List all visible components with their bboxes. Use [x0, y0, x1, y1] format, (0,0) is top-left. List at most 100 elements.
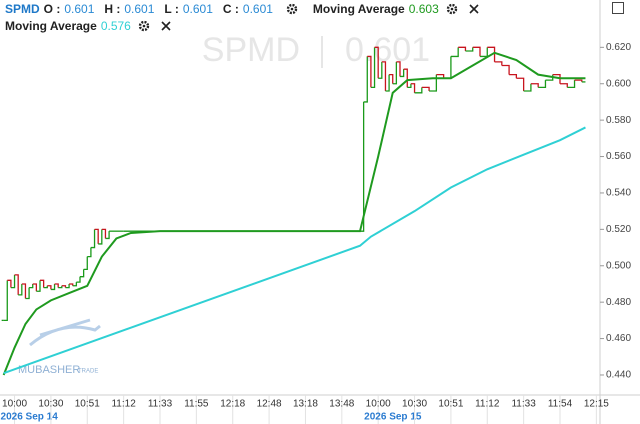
price-bar	[523, 83, 532, 92]
x-tick-label: 11:12	[475, 399, 500, 410]
ohlc-label: O :	[43, 2, 61, 16]
price-bar	[50, 283, 56, 291]
logo-text: MUBASHER	[18, 364, 80, 376]
logo-text: TRADE	[78, 369, 98, 375]
price-bar	[487, 46, 496, 62]
price-bar	[14, 274, 19, 295]
price-bar	[436, 73, 445, 79]
y-tick-label: 0.560	[606, 151, 631, 162]
price-bar	[10, 274, 16, 289]
x-date-label: 2026 Sep 15	[364, 412, 422, 423]
price-bar	[32, 283, 38, 292]
ohlc-value: 0.601	[242, 2, 273, 16]
price-bar	[29, 283, 34, 289]
price-bar	[378, 61, 383, 79]
x-tick-label: 10:30	[38, 399, 63, 410]
x-tick-label: 12:48	[257, 399, 282, 410]
price-bar	[21, 283, 27, 299]
price-bar	[407, 83, 412, 89]
price-bar	[385, 74, 390, 92]
y-tick-label: 0.580	[606, 115, 631, 126]
price-bar	[567, 80, 576, 89]
price-bar	[61, 285, 67, 288]
y-tick-label: 0.540	[606, 188, 631, 199]
price-bar	[90, 229, 96, 249]
x-tick-label: 12:15	[584, 399, 609, 410]
x-tick-label: 12:18	[220, 399, 245, 410]
legend-value: 0.576	[100, 19, 131, 33]
legend-row: SPMD O :0.601 H :0.601 L :0.601 C :0.601…	[5, 2, 483, 16]
price-bar	[7, 279, 12, 288]
x-tick-label: 11:55	[184, 399, 209, 410]
legend-name: Moving Average	[312, 2, 405, 16]
x-tick-label: 10:30	[402, 399, 427, 410]
x-tick-label: 10:51	[75, 399, 100, 410]
price-bar	[472, 46, 481, 57]
price-bar	[389, 73, 394, 84]
ohlc-value: 0.601	[182, 2, 213, 16]
price-bar	[509, 73, 518, 79]
price-bar	[72, 282, 78, 287]
price-bar	[83, 256, 88, 271]
x-tick-label: 10:51	[438, 399, 463, 410]
watermark-price: 0.601	[345, 31, 430, 69]
price-bar	[450, 47, 459, 58]
price-bar	[3, 280, 8, 322]
price-bar	[374, 46, 379, 79]
settings-icon[interactable]	[138, 20, 150, 32]
price-bar	[80, 269, 85, 278]
moving-average-line	[3, 126, 586, 375]
price-bar	[363, 56, 368, 103]
price-bar	[396, 61, 401, 77]
settings-icon[interactable]	[286, 3, 298, 15]
x-tick-label: 11:12	[111, 399, 136, 410]
moving-average-line	[2, 51, 586, 376]
checkbox[interactable]	[612, 2, 624, 14]
y-tick-label: 0.500	[606, 260, 631, 271]
price-bar	[552, 73, 561, 84]
y-tick-label: 0.600	[606, 78, 631, 89]
close-icon[interactable]	[160, 20, 172, 32]
price-bar	[25, 287, 30, 300]
price-bar	[76, 276, 81, 283]
x-date-label: 2026 Sep 14	[1, 412, 59, 423]
price-bar	[381, 61, 387, 92]
price-bar	[98, 229, 103, 245]
legend-name: Moving Average	[5, 19, 97, 33]
price-bar	[494, 61, 503, 66]
ohlc-value: 0.601	[124, 2, 155, 16]
legend-row: Moving Average 0.576	[5, 19, 175, 33]
price-bar	[43, 285, 48, 289]
ohlc-label: C :	[222, 2, 239, 16]
price-bar	[574, 79, 583, 82]
price-bar	[105, 231, 110, 240]
x-tick-label: 10:00	[2, 399, 27, 410]
price-bar	[480, 47, 488, 58]
symbol: SPMD	[5, 2, 40, 16]
price-bar	[414, 87, 423, 94]
y-tick-label: 0.620	[606, 42, 631, 53]
x-tick-label: 13:18	[293, 399, 318, 410]
ohlc-value: 0.601	[64, 2, 95, 16]
price-bar	[410, 83, 416, 93]
price-bar	[392, 61, 398, 85]
settings-icon[interactable]	[446, 3, 458, 15]
price-bar	[560, 83, 568, 88]
x-tick-label: 11:54	[548, 399, 573, 410]
price-bar	[421, 86, 430, 92]
price-bar	[538, 80, 547, 89]
x-tick-label: 10:00	[366, 399, 391, 410]
price-bar	[501, 64, 510, 75]
price-bar	[36, 280, 41, 292]
price-bar	[429, 74, 438, 92]
x-tick-label: 11:33	[148, 399, 173, 410]
y-tick-label: 0.440	[606, 370, 631, 381]
ohlc-label: L :	[164, 2, 179, 16]
close-icon[interactable]	[468, 3, 480, 15]
price-bar	[54, 283, 59, 288]
price-bar	[47, 285, 52, 290]
y-tick-label: 0.520	[606, 224, 631, 235]
x-tick-label: 11:33	[511, 399, 536, 410]
